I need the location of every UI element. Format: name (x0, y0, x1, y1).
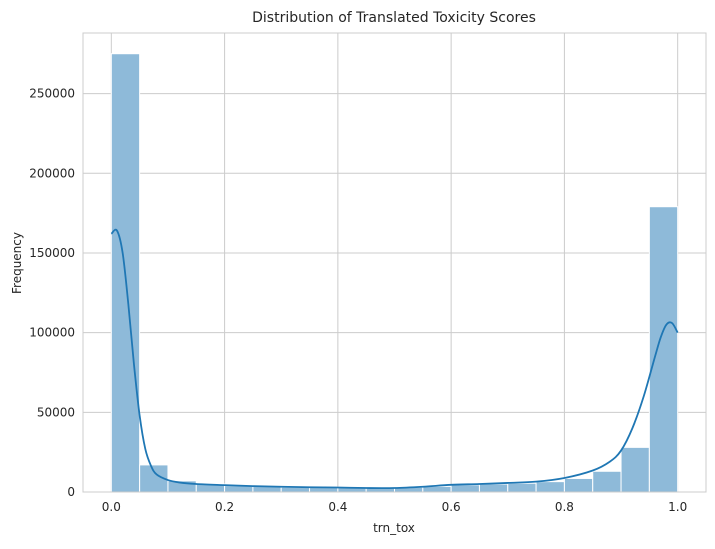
y-axis-label: Frequency (10, 232, 24, 294)
x-tick-label: 0.2 (215, 500, 234, 514)
x-tick-label: 0.0 (102, 500, 121, 514)
kde-line (110, 228, 679, 490)
histogram-bar (563, 477, 594, 493)
histogram-bar (478, 483, 509, 493)
y-tick-label: 0 (67, 485, 75, 499)
x-tick-labels: 0.0 0.2 0.4 0.6 0.8 1.0 (102, 500, 687, 514)
x-tick-label: 0.8 (555, 500, 574, 514)
histogram-bar (450, 484, 480, 493)
axes-frame (82, 32, 707, 493)
y-tick-labels: 0 50000 100000 150000 200000 250000 (29, 87, 75, 499)
grid-lines (83, 33, 706, 493)
plot-frame (82, 32, 707, 493)
x-tick-label: 0.6 (442, 500, 461, 514)
y-tick-label: 150000 (29, 246, 75, 260)
histogram-bars (110, 53, 679, 493)
histogram-bar (648, 206, 679, 493)
x-axis-label: trn_tox (373, 521, 415, 535)
x-tick-label: 1.0 (668, 500, 687, 514)
histogram-bar (507, 482, 537, 493)
histogram-bar (620, 446, 650, 493)
y-tick-label: 200000 (29, 166, 75, 180)
x-tick-label: 0.4 (328, 500, 347, 514)
histogram-bar (535, 481, 565, 493)
y-tick-label: 100000 (29, 326, 75, 340)
y-tick-label: 50000 (37, 405, 75, 419)
histogram-bar (592, 470, 622, 493)
kde-curve-group (110, 228, 679, 490)
chart-title: Distribution of Translated Toxicity Scor… (252, 10, 536, 26)
y-tick-label: 250000 (29, 87, 75, 101)
